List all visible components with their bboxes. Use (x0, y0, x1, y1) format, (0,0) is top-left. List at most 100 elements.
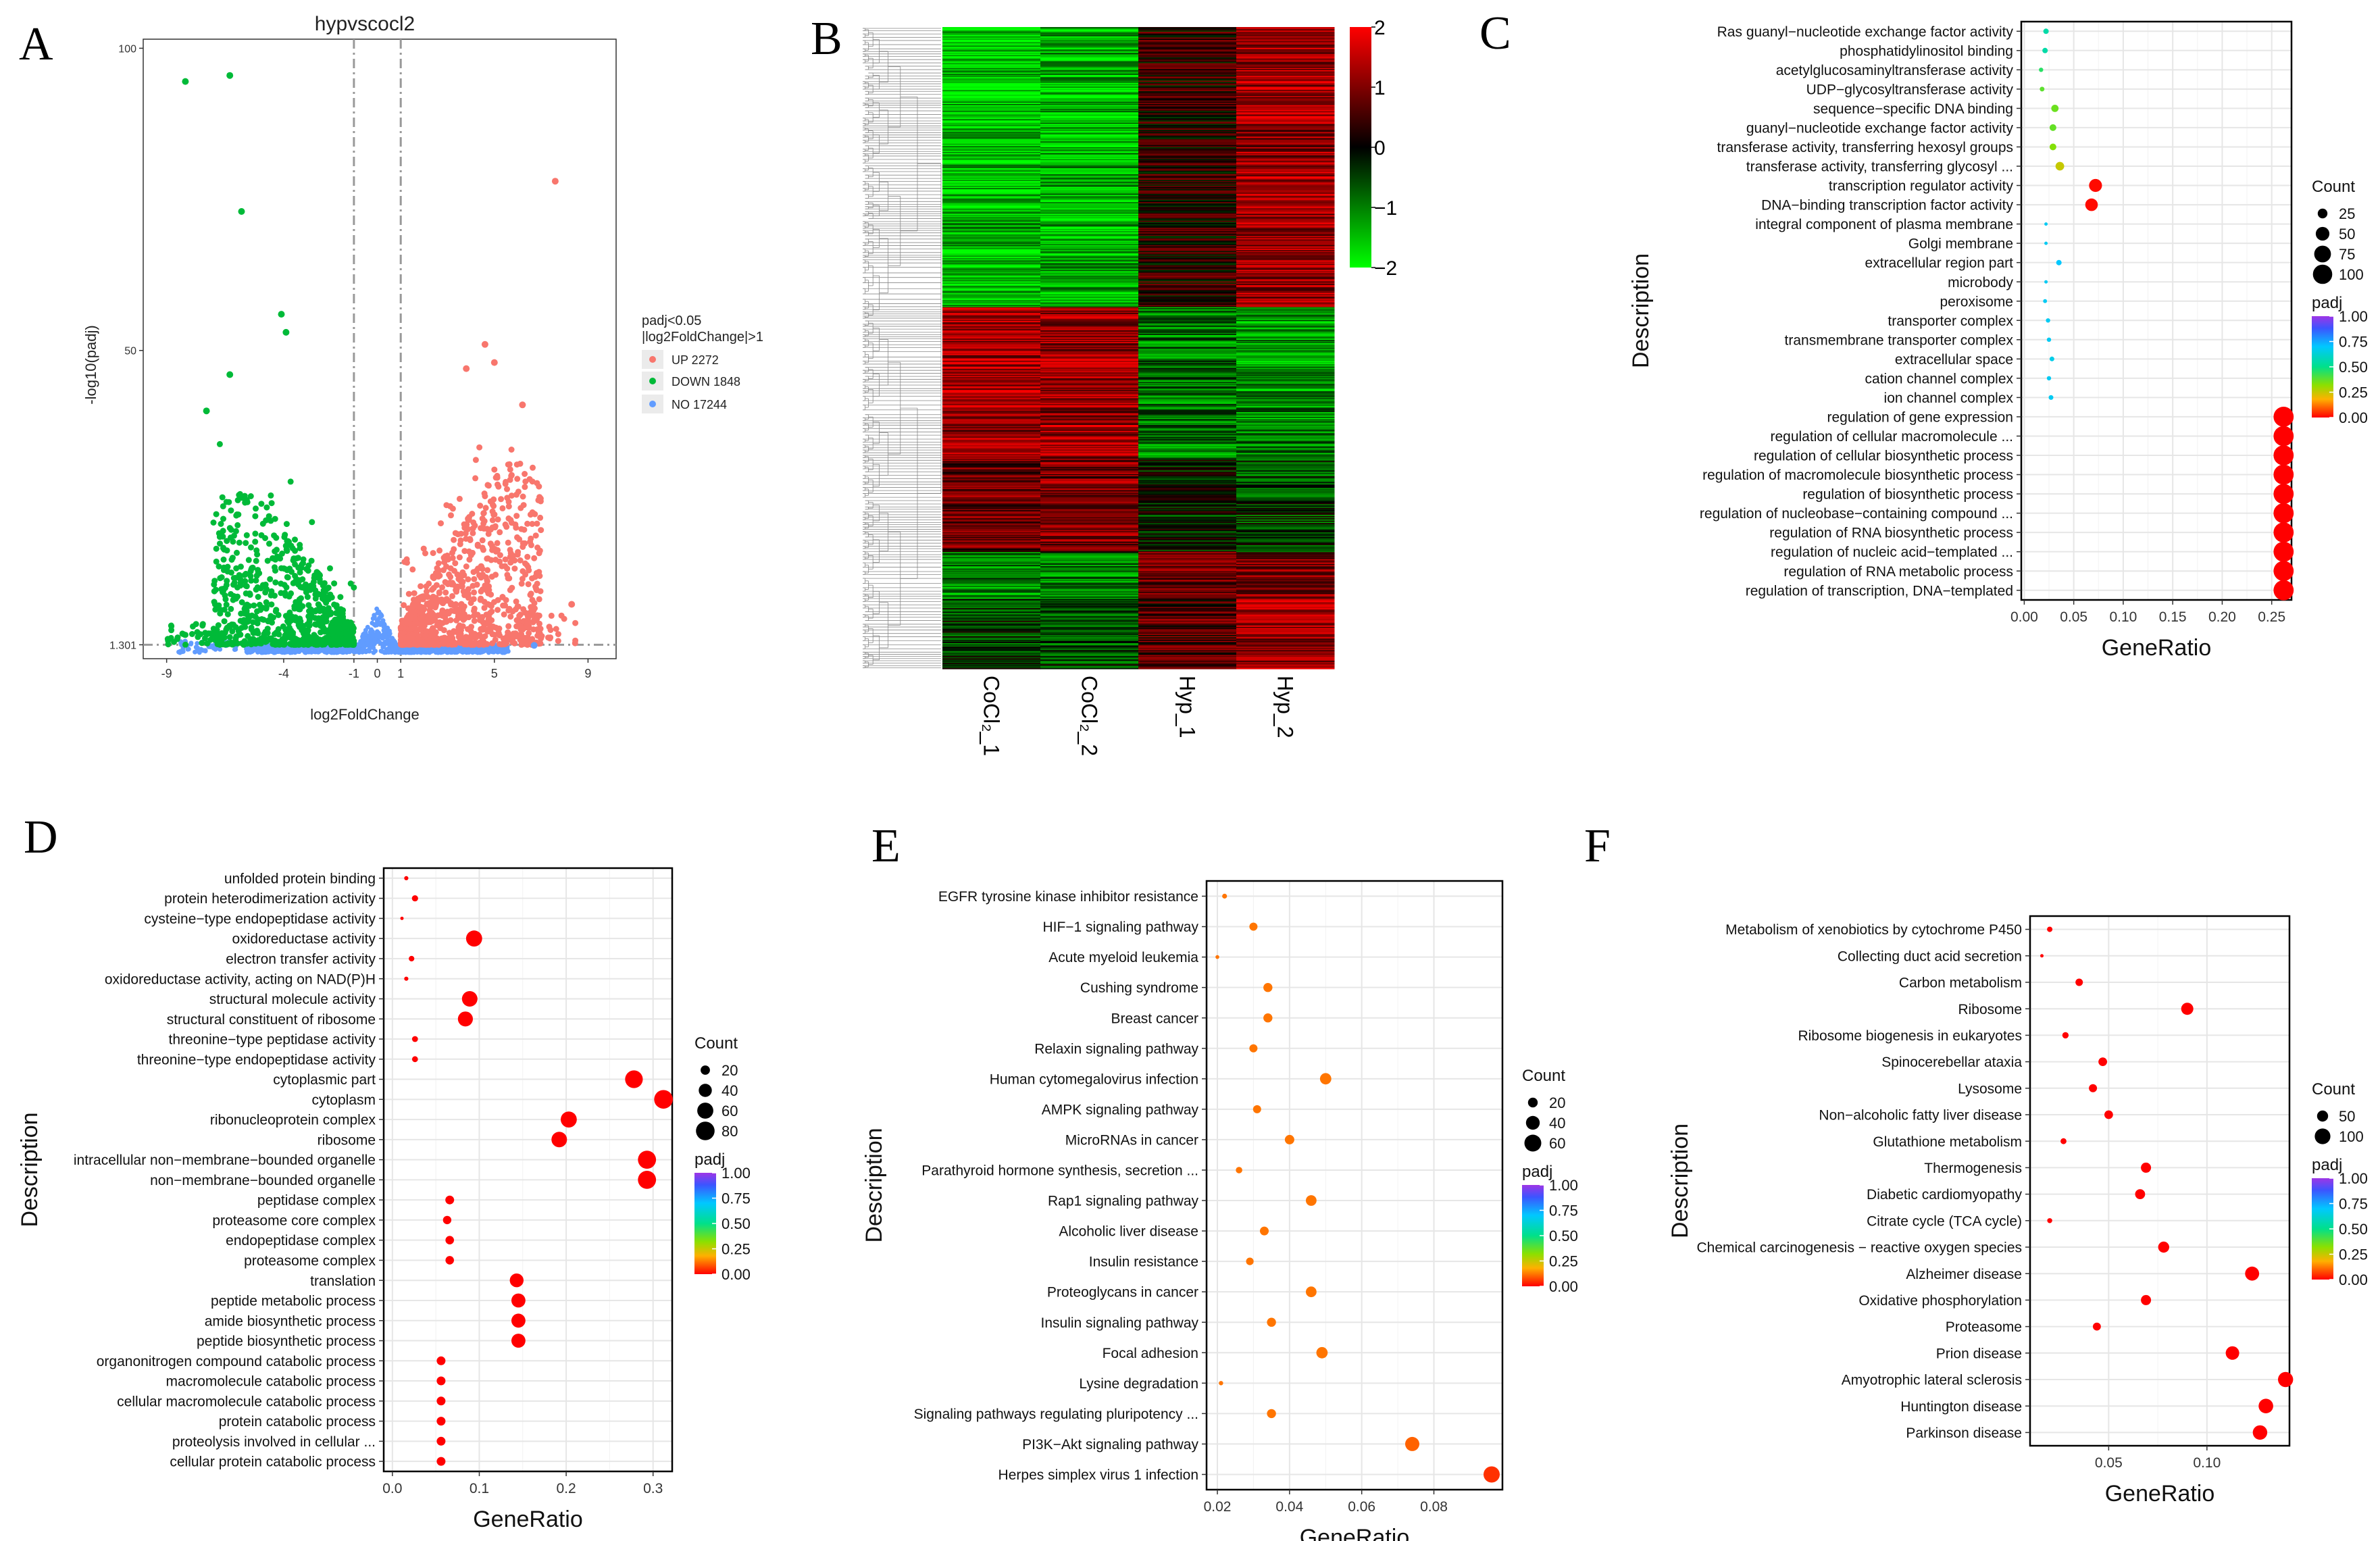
volcano-point-down (263, 504, 270, 511)
volcano-point-up (508, 447, 515, 453)
volcano-point-ns (455, 649, 461, 655)
panel-letter-e: E (871, 820, 901, 872)
volcano-point-down (210, 520, 217, 526)
volcano-y-tick-label: 100 (118, 43, 136, 55)
volcano-point-up (434, 622, 440, 628)
panel-letter-d: D (24, 811, 58, 863)
volcano-point-up (530, 464, 536, 471)
volcano-point-up (508, 472, 515, 479)
volcano-point-up (471, 589, 478, 596)
volcano-point-up (397, 636, 404, 643)
volcano-point-ns (287, 647, 293, 653)
volcano-point-up (451, 546, 457, 553)
volcano-point-down (179, 630, 186, 637)
volcano-point-up (534, 545, 541, 551)
volcano-point-down (297, 603, 304, 609)
volcano-point-ns (403, 647, 409, 652)
volcano-point-down (220, 528, 226, 534)
volcano-point-up (524, 553, 531, 560)
volcano-point-down (241, 610, 248, 617)
volcano-point-down (236, 539, 243, 546)
volcano-y-tick-label: 50 (124, 346, 136, 357)
volcano-point-up (491, 466, 498, 473)
volcano-point-up (440, 627, 447, 634)
volcano-point-up (486, 601, 493, 608)
volcano-point-ns (418, 649, 424, 655)
volcano-point-up (497, 529, 503, 536)
volcano-point-down (232, 528, 239, 534)
volcano-point-up (447, 574, 454, 580)
heatmap-cells (942, 27, 1335, 670)
volcano-point-down (228, 590, 234, 597)
volcano-point-up (411, 641, 417, 647)
volcano-point-down (297, 542, 303, 548)
volcano-point-down (238, 208, 245, 215)
volcano-point-down (210, 629, 217, 636)
volcano-point-down (199, 640, 205, 647)
volcano-point-up (502, 563, 509, 570)
volcano-point-down (228, 605, 234, 612)
volcano-point-up (551, 178, 559, 185)
volcano-point-up (572, 637, 579, 644)
volcano-point-ns (371, 645, 376, 651)
volcano-point-down (268, 592, 274, 599)
volcano-point-up (505, 629, 511, 636)
volcano-point-down (224, 578, 230, 584)
volcano-point-ns (480, 649, 485, 654)
volcano-point-down (255, 594, 261, 600)
volcano-point-up (517, 557, 524, 563)
volcano-point-up (411, 597, 417, 603)
volcano-point-up (520, 540, 526, 547)
volcano-point-up (478, 574, 484, 581)
volcano-point-up (401, 602, 407, 609)
volcano-point-ns (314, 649, 319, 653)
volcano-point-up (519, 401, 526, 409)
volcano-point-up (471, 607, 478, 614)
volcano-point-up (506, 461, 513, 468)
volcano-point-up (519, 576, 526, 582)
volcano-point-up (411, 590, 417, 597)
volcano-point-down (333, 619, 340, 626)
volcano-point-down (320, 614, 326, 620)
volcano-point-down (217, 610, 224, 617)
volcano-point-up (532, 574, 538, 580)
volcano-point-up (454, 571, 461, 578)
volcano-point-up (465, 515, 472, 522)
volcano-point-down (224, 547, 230, 554)
volcano-point-up (484, 577, 490, 584)
volcano-point-up (481, 599, 488, 605)
volcano-point-up (477, 615, 484, 622)
volcano-point-ns (490, 649, 496, 654)
volcano-point-down (253, 572, 260, 579)
volcano-point-up (572, 620, 579, 626)
volcano-point-up (517, 622, 524, 629)
volcano-point-down (278, 311, 285, 318)
volcano-point-up (482, 493, 488, 499)
volcano-point-down (284, 632, 290, 638)
volcano-x-tick-label: -4 (278, 667, 289, 680)
volcano-point-up (434, 565, 440, 572)
volcano-point-down (213, 558, 220, 565)
volcano-point-down (222, 596, 229, 603)
volcano-point-down (272, 515, 278, 522)
volcano-point-up (447, 579, 453, 586)
volcano-point-down (216, 440, 223, 447)
volcano-point-down (291, 603, 298, 609)
volcano-point-up (470, 596, 477, 603)
volcano-point-up (568, 601, 576, 608)
volcano-point-down (203, 407, 210, 415)
volcano-point-up (422, 632, 428, 638)
volcano-point-up (513, 524, 520, 531)
volcano-point-ns (403, 650, 408, 655)
volcano-point-up (424, 588, 430, 595)
volcano-point-down (290, 641, 297, 648)
volcano-point-down (217, 641, 223, 648)
volcano-point-up (417, 615, 424, 622)
volcano-point-up (491, 511, 498, 518)
volcano-point-up (465, 626, 471, 632)
volcano-point-ns (232, 647, 237, 652)
volcano-point-ns (371, 650, 376, 655)
volcano-point-up (494, 540, 501, 547)
volcano-point-up (531, 555, 538, 561)
volcano-point-up (477, 503, 484, 509)
